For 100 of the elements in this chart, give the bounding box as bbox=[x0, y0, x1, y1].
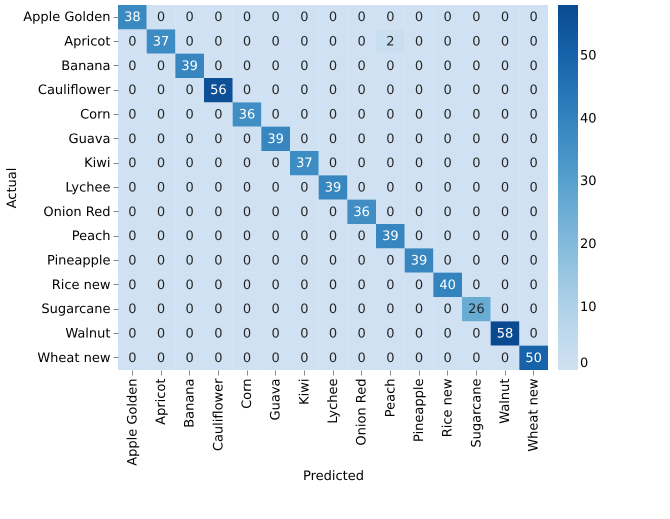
data-label: 0 bbox=[300, 302, 308, 318]
data-label: 0 bbox=[128, 156, 136, 172]
data-label: 0 bbox=[186, 254, 194, 268]
y-tick-label: Apple Golden bbox=[23, 10, 110, 26]
x-tick-label: Rice new bbox=[440, 378, 456, 438]
data-label: 0 bbox=[530, 83, 538, 98]
data-label: 0 bbox=[444, 204, 452, 220]
data-label: 0 bbox=[300, 108, 308, 122]
data-label: 0 bbox=[272, 58, 280, 74]
data-label: 0 bbox=[300, 326, 308, 342]
data-label: 0 bbox=[300, 204, 308, 220]
data-label: 0 bbox=[242, 350, 252, 366]
data-label: 0 bbox=[128, 229, 136, 244]
color-bar-label: 20 bbox=[580, 237, 597, 252]
data-label: 0 bbox=[530, 58, 538, 74]
data-label: 0 bbox=[530, 326, 538, 342]
data-label: 0 bbox=[414, 302, 424, 318]
data-label: 0 bbox=[214, 350, 222, 366]
x-tick-label: Sugarcane bbox=[469, 378, 484, 448]
data-label: 0 bbox=[186, 229, 194, 244]
y-tick-label: Cauliflower bbox=[38, 83, 112, 98]
data-label: 0 bbox=[186, 108, 194, 122]
data-label: 0 bbox=[242, 326, 252, 342]
data-label: 0 bbox=[358, 108, 366, 122]
data-label: 0 bbox=[386, 254, 394, 268]
data-label: 0 bbox=[414, 278, 424, 293]
data-label: 0 bbox=[472, 58, 480, 74]
data-label: 0 bbox=[186, 180, 194, 196]
data-label: 0 bbox=[328, 302, 338, 318]
color-bar-label: 50 bbox=[580, 48, 597, 64]
data-label: 0 bbox=[444, 180, 452, 196]
data-label: 0 bbox=[214, 204, 222, 220]
data-label: 0 bbox=[530, 132, 538, 147]
data-label: 0 bbox=[242, 10, 252, 26]
data-label: 50 bbox=[525, 350, 542, 366]
data-label: 0 bbox=[414, 204, 424, 220]
data-label: 0 bbox=[472, 326, 480, 342]
data-label: 0 bbox=[414, 326, 424, 342]
data-label: 0 bbox=[530, 302, 538, 318]
data-label: 0 bbox=[358, 326, 366, 342]
data-label: 0 bbox=[414, 180, 424, 196]
x-axis-title: Predicted bbox=[302, 468, 364, 484]
data-label: 0 bbox=[300, 10, 308, 26]
data-label: 0 bbox=[214, 229, 222, 244]
data-label: 39 bbox=[410, 254, 428, 268]
data-label: 0 bbox=[156, 204, 166, 220]
data-label: 0 bbox=[242, 278, 252, 293]
data-label: 0 bbox=[300, 83, 308, 98]
data-label: 0 bbox=[128, 204, 136, 220]
data-label: 0 bbox=[186, 350, 194, 366]
color-bar-label: 10 bbox=[580, 300, 597, 316]
y-tick-label: Pineapple bbox=[47, 254, 110, 268]
data-label: 0 bbox=[414, 350, 424, 366]
data-label: 0 bbox=[128, 83, 136, 98]
data-label: 0 bbox=[272, 108, 280, 122]
data-label: 0 bbox=[500, 302, 510, 318]
data-label: 36 bbox=[238, 108, 256, 122]
data-label: 0 bbox=[242, 254, 252, 268]
data-label: 0 bbox=[530, 254, 538, 268]
data-label: 0 bbox=[272, 326, 280, 342]
data-label: 0 bbox=[242, 229, 252, 244]
data-label: 0 bbox=[500, 34, 510, 50]
x-tick-label: Cauliflower bbox=[211, 378, 226, 452]
data-label: 0 bbox=[500, 58, 510, 74]
data-label: 0 bbox=[386, 350, 394, 366]
data-label: 0 bbox=[386, 108, 394, 122]
data-label: 0 bbox=[186, 83, 194, 98]
data-label: 0 bbox=[186, 302, 194, 318]
data-label: 0 bbox=[214, 302, 222, 318]
data-label: 0 bbox=[414, 10, 424, 26]
data-label: 0 bbox=[472, 34, 480, 50]
data-label: 0 bbox=[530, 278, 538, 293]
data-label: 0 bbox=[272, 180, 280, 196]
data-label: 0 bbox=[128, 132, 136, 147]
x-tick-label: Apricot bbox=[154, 378, 169, 425]
data-label: 0 bbox=[300, 132, 308, 147]
data-label: 0 bbox=[500, 132, 510, 147]
x-tick-label: Wheat new bbox=[526, 378, 542, 452]
data-label: 0 bbox=[328, 254, 338, 268]
data-label: 0 bbox=[214, 180, 222, 196]
data-label: 0 bbox=[444, 108, 452, 122]
data-label: 0 bbox=[186, 204, 194, 220]
data-label: 0 bbox=[444, 326, 452, 342]
data-label: 0 bbox=[328, 350, 338, 366]
data-label: 0 bbox=[186, 326, 194, 342]
y-tick-label: Banana bbox=[61, 58, 110, 74]
y-tick-label: Lychee bbox=[65, 180, 110, 196]
data-label: 0 bbox=[242, 204, 252, 220]
data-label: 0 bbox=[272, 204, 280, 220]
data-label: 0 bbox=[530, 229, 538, 244]
data-label: 0 bbox=[500, 204, 510, 220]
data-label: 0 bbox=[414, 229, 424, 244]
data-label: 0 bbox=[414, 34, 424, 50]
data-label: 0 bbox=[242, 34, 252, 50]
data-label: 0 bbox=[128, 108, 136, 122]
data-label: 0 bbox=[472, 350, 480, 366]
data-label: 0 bbox=[386, 58, 394, 74]
data-label: 38 bbox=[124, 10, 141, 26]
data-label: 0 bbox=[500, 229, 510, 244]
data-label: 0 bbox=[214, 254, 222, 268]
